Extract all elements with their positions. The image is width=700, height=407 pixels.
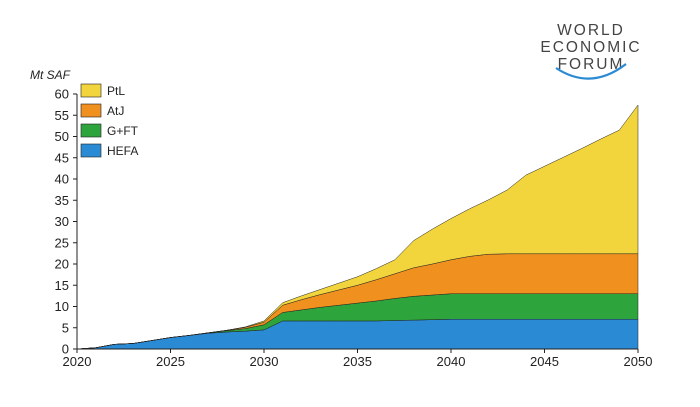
area-hefa xyxy=(76,319,639,350)
y-tick-label: 5 xyxy=(62,320,69,335)
y-axis-title: Mt SAF xyxy=(30,68,71,82)
y-tick-label: 35 xyxy=(55,193,69,208)
legend-swatch-atj xyxy=(80,103,102,118)
x-tick-label: 2050 xyxy=(624,354,653,369)
y-tick-label: 45 xyxy=(55,150,69,165)
legend-swatch-hefa xyxy=(80,143,102,158)
area-ptl xyxy=(76,104,639,350)
y-tick-label: 40 xyxy=(55,172,69,187)
logo-line-1: WORLD xyxy=(557,22,625,39)
logo-arc-icon xyxy=(555,63,627,80)
legend-swatch-g-ft xyxy=(80,123,102,138)
legend-swatch-ptl xyxy=(80,83,102,98)
legend-label-hefa: HEFA xyxy=(107,144,138,158)
wef-logo: WORLD ECONOMIC FORUM xyxy=(540,22,641,80)
area-layers xyxy=(76,104,639,350)
y-tick-label: 60 xyxy=(55,87,69,102)
y-tick-label: 0 xyxy=(62,342,69,357)
logo-line-3: FORUM xyxy=(558,56,625,73)
x-tick-label: 2025 xyxy=(156,354,185,369)
y-tick-label: 30 xyxy=(55,214,69,229)
y-tick-label: 15 xyxy=(55,278,69,293)
y-tick-label: 25 xyxy=(55,235,69,250)
legend-label-g-ft: G+FT xyxy=(107,124,139,138)
legend: PtL AtJ G+FT HEFA xyxy=(80,83,139,158)
legend-label-atj: AtJ xyxy=(107,104,124,118)
x-tick-label: 2030 xyxy=(250,354,279,369)
y-tick-label: 50 xyxy=(55,129,69,144)
x-tick-label: 2020 xyxy=(63,354,92,369)
y-tick-label: 10 xyxy=(55,299,69,314)
legend-label-ptl: PtL xyxy=(107,84,125,98)
y-tick-label: 55 xyxy=(55,108,69,123)
x-tick-label: 2040 xyxy=(437,354,466,369)
logo-line-2: ECONOMIC xyxy=(540,39,641,56)
y-tick-label: 20 xyxy=(55,257,69,272)
x-tick-label: 2035 xyxy=(343,354,372,369)
x-tick-label: 2045 xyxy=(530,354,559,369)
